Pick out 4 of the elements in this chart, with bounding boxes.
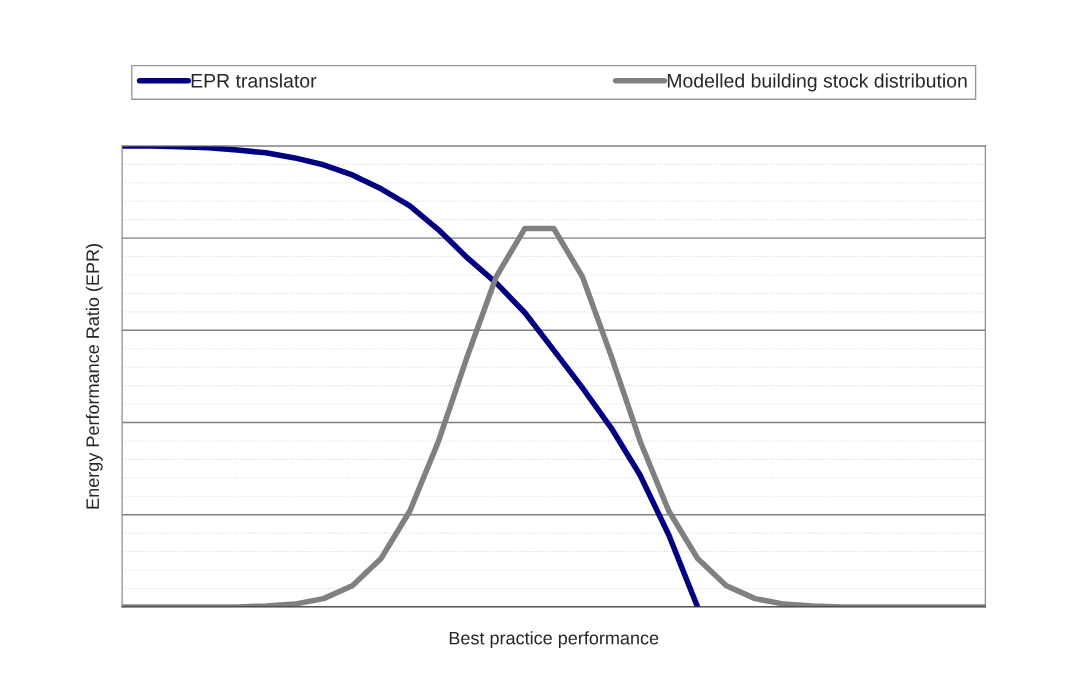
legend-label: Modelled building stock distribution	[667, 73, 967, 92]
x-axis-title: Best practice performance	[449, 631, 659, 649]
legend-label: EPR translator	[191, 73, 317, 88]
y-axis-title: Energy Performance Ratio (EPR)	[85, 244, 103, 509]
